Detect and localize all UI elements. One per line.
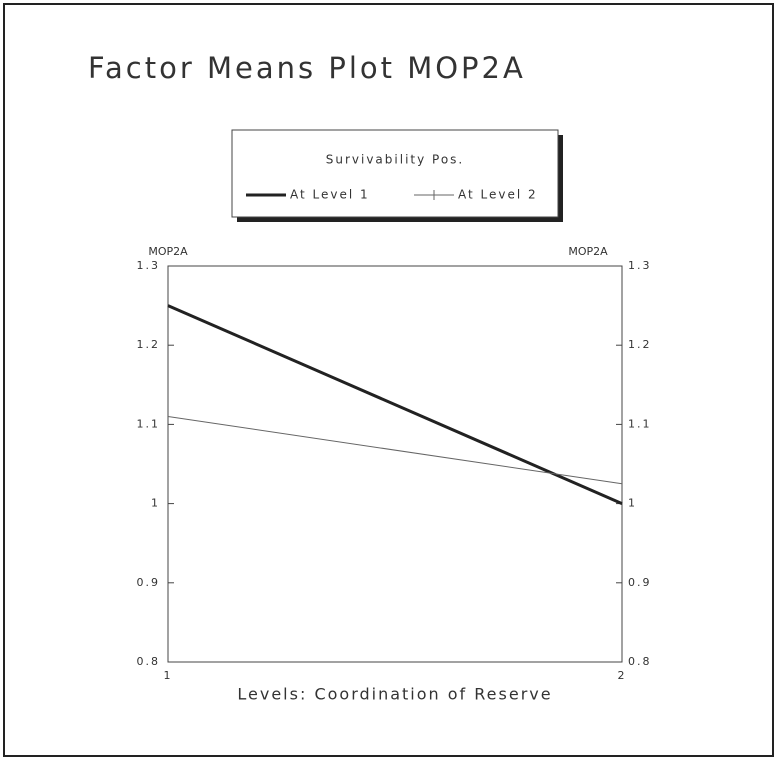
x-tick-label: 2 [618,669,627,682]
legend-label: At Level 2 [458,188,538,202]
series-line [167,304,623,505]
y-tick-label: 0.9 [137,576,161,589]
series-line [167,415,623,485]
y2-tick-label: 1.2 [628,338,652,351]
y-tick-label: 1.1 [137,417,161,430]
x-tick-label: 1 [164,669,173,682]
legend-box [231,129,559,218]
y2-tick-label: 0.9 [628,576,652,589]
plot-area [167,265,623,663]
y-tick-label: 1.3 [137,259,161,272]
y2-tick-label: 0.8 [628,655,652,668]
legend-title: Survivability Pos. [326,153,465,167]
x-axis-label: Levels: Coordination of Reserve [237,685,552,704]
legend-label: At Level 1 [290,188,370,202]
y2-tick-label: 1.1 [628,417,652,430]
frame [3,3,774,757]
y2-tick-label: 1.3 [628,259,652,272]
y2-tick-label: 1 [628,497,637,510]
y-tick-label: 0.8 [137,655,161,668]
chart-title: Factor Means Plot MOP2A [88,51,526,85]
y-tick-label: 1.2 [137,338,161,351]
y2-axis-label: MOP2A [568,245,608,258]
y-tick-label: 1 [151,497,160,510]
y-axis-label: MOP2A [148,245,188,258]
